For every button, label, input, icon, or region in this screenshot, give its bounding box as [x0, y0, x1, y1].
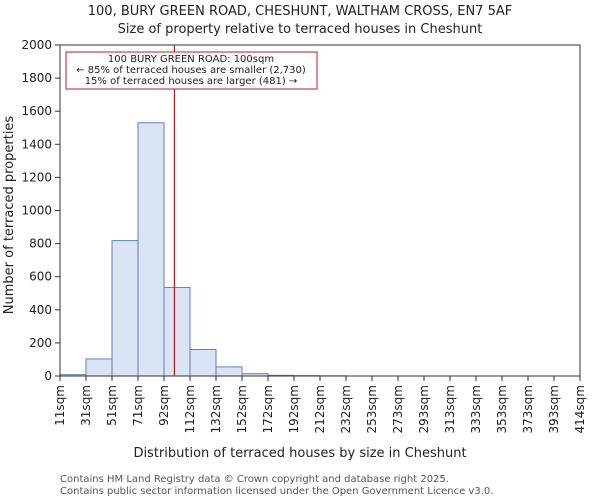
bar-92sqm [163, 286, 191, 377]
bars-group [59, 122, 347, 377]
x-tick-label: 293sqm [417, 385, 431, 433]
y-tick-label: 1200 [21, 170, 52, 184]
x-tick-label: 112sqm [183, 385, 197, 433]
bar-112sqm [189, 349, 217, 377]
y-tick-label: 400 [29, 303, 52, 317]
x-tick-label: 192sqm [287, 385, 301, 433]
y-tick-label: 1400 [21, 137, 52, 151]
bar-71sqm [137, 122, 165, 377]
x-tick-label: 212sqm [313, 385, 327, 433]
y-tick-label: 1600 [21, 104, 52, 118]
x-tick-label: 51sqm [105, 385, 119, 426]
bar-132sqm [215, 366, 243, 377]
x-tick-label: 373sqm [521, 385, 535, 433]
y-tick-label: 2000 [21, 38, 52, 52]
chart-title: 100, BURY GREEN ROAD, CHESHUNT, WALTHAM … [88, 4, 512, 19]
y-tick-label: 200 [29, 336, 52, 350]
footer-line-1: Contains HM Land Registry data © Crown c… [60, 474, 449, 485]
y-tick-label: 600 [29, 270, 52, 284]
y-axis-label: Number of terraced properties [2, 116, 17, 315]
x-tick-label: 132sqm [209, 385, 223, 433]
bar-31sqm [85, 358, 113, 377]
x-tick-label: 71sqm [131, 385, 145, 426]
x-axis: 11sqm 31sqm 51sqm 71sqm 92sqm 112sqm 132sqm 152… [53, 376, 587, 433]
x-tick-label: 92sqm [157, 385, 171, 426]
footer-line-2: Contains public sector information licen… [60, 486, 493, 497]
annotation-line-1: 100 BURY GREEN ROAD: 100sqm [108, 54, 274, 65]
y-tick-label: 800 [29, 237, 52, 251]
annotation-line-2: ← 85% of terraced houses are smaller (2,… [76, 65, 306, 76]
x-axis-label: Distribution of terraced houses by size … [133, 446, 466, 461]
y-tick-label: 1000 [21, 204, 52, 218]
x-tick-label: 253sqm [365, 385, 379, 433]
x-tick-label: 313sqm [443, 385, 457, 433]
x-tick-label: 414sqm [573, 385, 587, 433]
x-tick-label: 333sqm [469, 385, 483, 433]
x-tick-label: 172sqm [261, 385, 275, 433]
annotation-box: 100 BURY GREEN ROAD: 100sqm ← 85% of ter… [65, 51, 318, 90]
x-tick-label: 31sqm [79, 385, 93, 426]
x-tick-label: 273sqm [391, 385, 405, 433]
y-tick-label: 1800 [21, 71, 52, 85]
x-tick-label: 353sqm [495, 385, 509, 433]
annotation-frame [65, 51, 318, 90]
y-axis: 0 200 400 600 800 1000 1200 1400 1600 1800 2000 [21, 38, 60, 383]
chart-subtitle: Size of property relative to terraced ho… [118, 22, 483, 37]
x-tick-label: 11sqm [53, 385, 67, 426]
x-tick-label: 152sqm [235, 385, 249, 433]
bar-51sqm [111, 240, 139, 377]
x-tick-label: 232sqm [339, 385, 353, 433]
x-tick-label: 393sqm [547, 385, 561, 433]
y-tick-label: 0 [44, 369, 52, 383]
annotation-line-3: 15% of terraced houses are larger (481) … [85, 76, 298, 87]
